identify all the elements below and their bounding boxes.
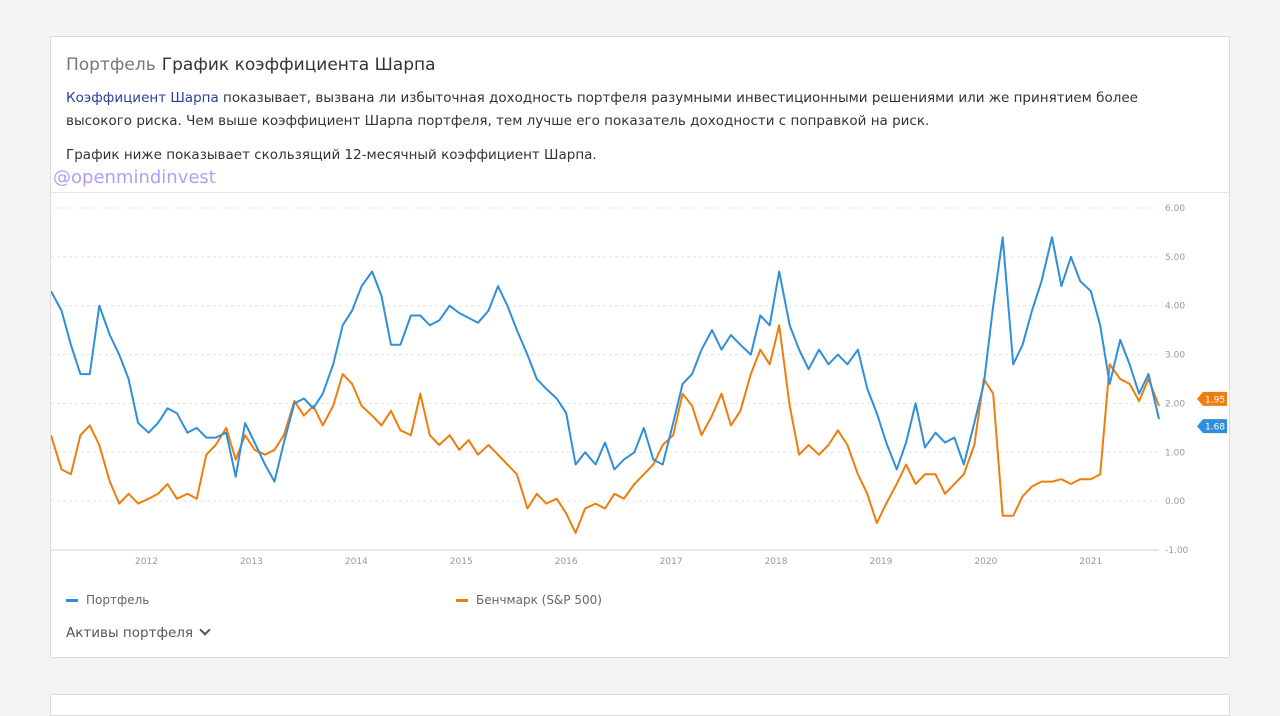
title-prefix: Портфель [66, 55, 156, 75]
x-tick-label: 2016 [555, 557, 578, 567]
x-tick-label: 2018 [765, 557, 788, 567]
title-text: График коэффициента Шарпа [161, 55, 436, 75]
last-value-label: 1.68 [1205, 423, 1225, 433]
sharpe-ratio-card: Портфель График коэффициента Шарпа Коэффи… [50, 36, 1230, 658]
next-card [50, 694, 1230, 716]
legend-label: Портфель [86, 593, 150, 607]
y-tick-label: 3.00 [1165, 351, 1185, 361]
card-title: Портфель График коэффициента Шарпа [66, 55, 436, 75]
description-text: показывает, вызвана ли избыточная доходн… [66, 90, 1138, 129]
legend-swatch-portfolio [66, 598, 78, 602]
legend-label: Бенчмарк (S&P 500) [476, 593, 602, 607]
legend-swatch-benchmark [456, 598, 468, 602]
y-tick-label: 2.00 [1165, 399, 1185, 409]
last-value-label: 1.95 [1205, 395, 1225, 405]
assets-label: Активы портфеля [66, 625, 194, 641]
x-tick-label: 2019 [869, 557, 892, 567]
divider [51, 192, 1229, 193]
x-tick-label: 2013 [240, 557, 263, 567]
y-tick-label: 4.00 [1165, 302, 1185, 312]
series-line-benchmark [51, 324, 1160, 534]
description: Коэффициент Шарпа показывает, вызвана ли… [66, 87, 1206, 133]
last-value-marker [1197, 419, 1227, 434]
chevron-down-icon [199, 624, 212, 636]
sharpe-chart: -1.00 0.00 1.00 2.00 3.00 4.00 5.00 6.00 2012 201… [51, 204, 1227, 567]
x-tick-label: 2020 [974, 557, 997, 567]
series-line-portfolio [51, 236, 1160, 483]
portfolio-assets-toggle[interactable]: Активы портфеля [66, 624, 212, 641]
x-tick-label: 2014 [345, 557, 368, 567]
y-tick-label: 1.00 [1165, 448, 1185, 458]
y-tick-label: 5.00 [1165, 253, 1185, 263]
x-tick-label: 2021 [1079, 557, 1102, 567]
legend-item-benchmark[interactable]: Бенчмарк (S&P 500) [456, 593, 602, 607]
sharpe-ratio-link[interactable]: Коэффициент Шарпа [66, 90, 219, 106]
x-tick-label: 2015 [450, 557, 473, 567]
x-tick-label: 2012 [135, 557, 158, 567]
y-tick-label: -1.00 [1165, 546, 1189, 556]
y-tick-label: 0.00 [1165, 497, 1185, 507]
x-tick-label: 2017 [660, 557, 683, 567]
watermark: @openmindinvest [53, 167, 216, 188]
y-tick-label: 6.00 [1165, 204, 1185, 214]
chart-note: График ниже показывает скользящий 12-мес… [66, 147, 597, 163]
legend-item-portfolio[interactable]: Портфель [66, 593, 149, 607]
last-value-marker [1197, 391, 1227, 406]
